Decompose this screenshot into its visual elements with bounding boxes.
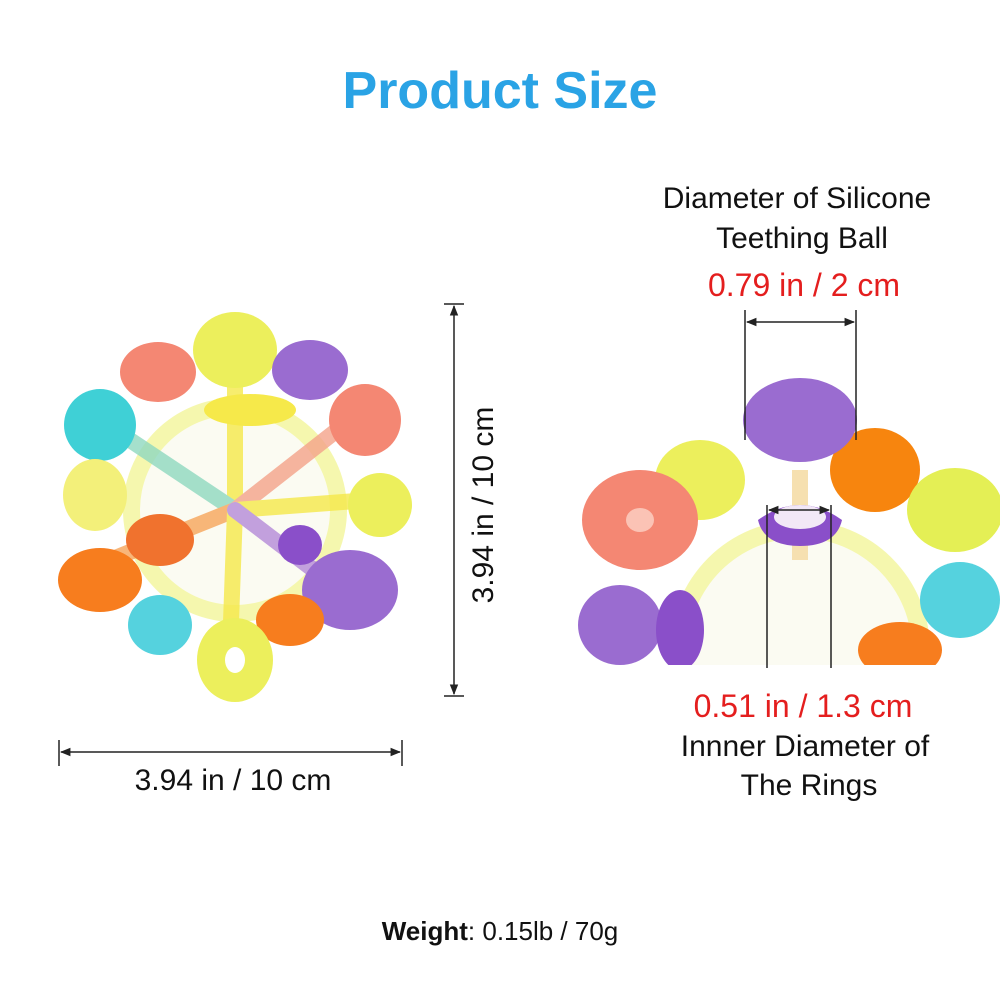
ring-label: The Rings xyxy=(741,769,878,802)
ball-label: Diameter of Silicone xyxy=(663,182,931,215)
ball-label: Teething Ball xyxy=(716,222,888,255)
weight-value: : 0.15lb / 70g xyxy=(468,916,618,946)
ring-value: 0.51 in / 1.3 cm xyxy=(694,688,913,724)
width-label: 3.94 in / 10 cm xyxy=(135,764,332,797)
ring-label: Innner Diameter of xyxy=(681,730,930,763)
height-label: 3.94 in / 10 cm xyxy=(467,407,500,604)
toy-image xyxy=(58,312,412,702)
weight-label: Weight xyxy=(382,916,469,946)
weight: Weight: 0.15lb / 70g xyxy=(382,916,619,946)
toy-closeup xyxy=(578,378,1000,665)
title: Product Size xyxy=(343,62,658,120)
ball-value: 0.79 in / 2 cm xyxy=(708,267,900,303)
